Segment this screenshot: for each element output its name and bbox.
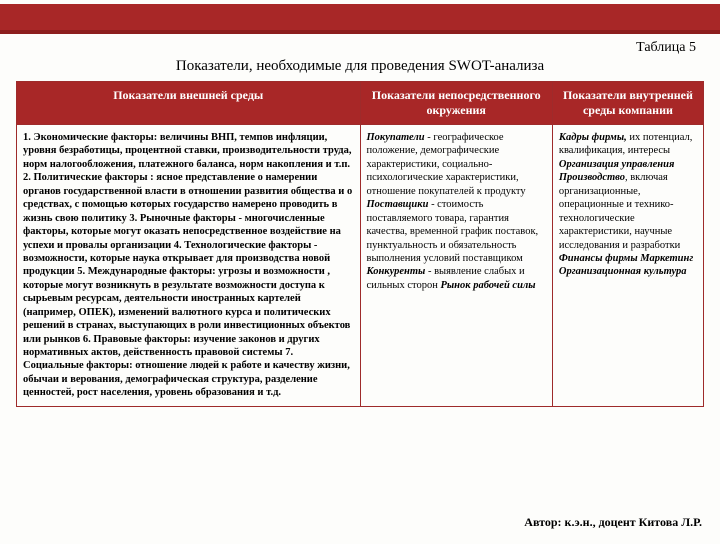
author-footer: Автор: к.э.н., доцент Китова Л.Р. xyxy=(524,515,702,530)
swot-table: Показатели внешней среды Показатели непо… xyxy=(16,81,704,407)
header-col1: Показатели внешней среды xyxy=(17,82,361,125)
cell-external-factors: 1. Экономические факторы: величины ВНП, … xyxy=(17,125,361,407)
table-number-label: Таблица 5 xyxy=(16,40,704,56)
table-row: 1. Экономические факторы: величины ВНП, … xyxy=(17,125,704,407)
header-col3: Показатели внутренней среды компании xyxy=(552,82,703,125)
table-header-row: Показатели внешней среды Показатели непо… xyxy=(17,82,704,125)
header-bar xyxy=(0,4,720,34)
header-col2: Показатели непосредственного окружения xyxy=(360,82,552,125)
header-bar-inner xyxy=(0,4,720,30)
page-title: Показатели, необходимые для проведения S… xyxy=(16,58,704,75)
cell-internal-env: Кадры фирмы, их потенциал, квалификация,… xyxy=(552,125,703,407)
content-area: Таблица 5 Показатели, необходимые для пр… xyxy=(0,34,720,407)
cell-immediate-env: Покупатели - географическое положение, д… xyxy=(360,125,552,407)
